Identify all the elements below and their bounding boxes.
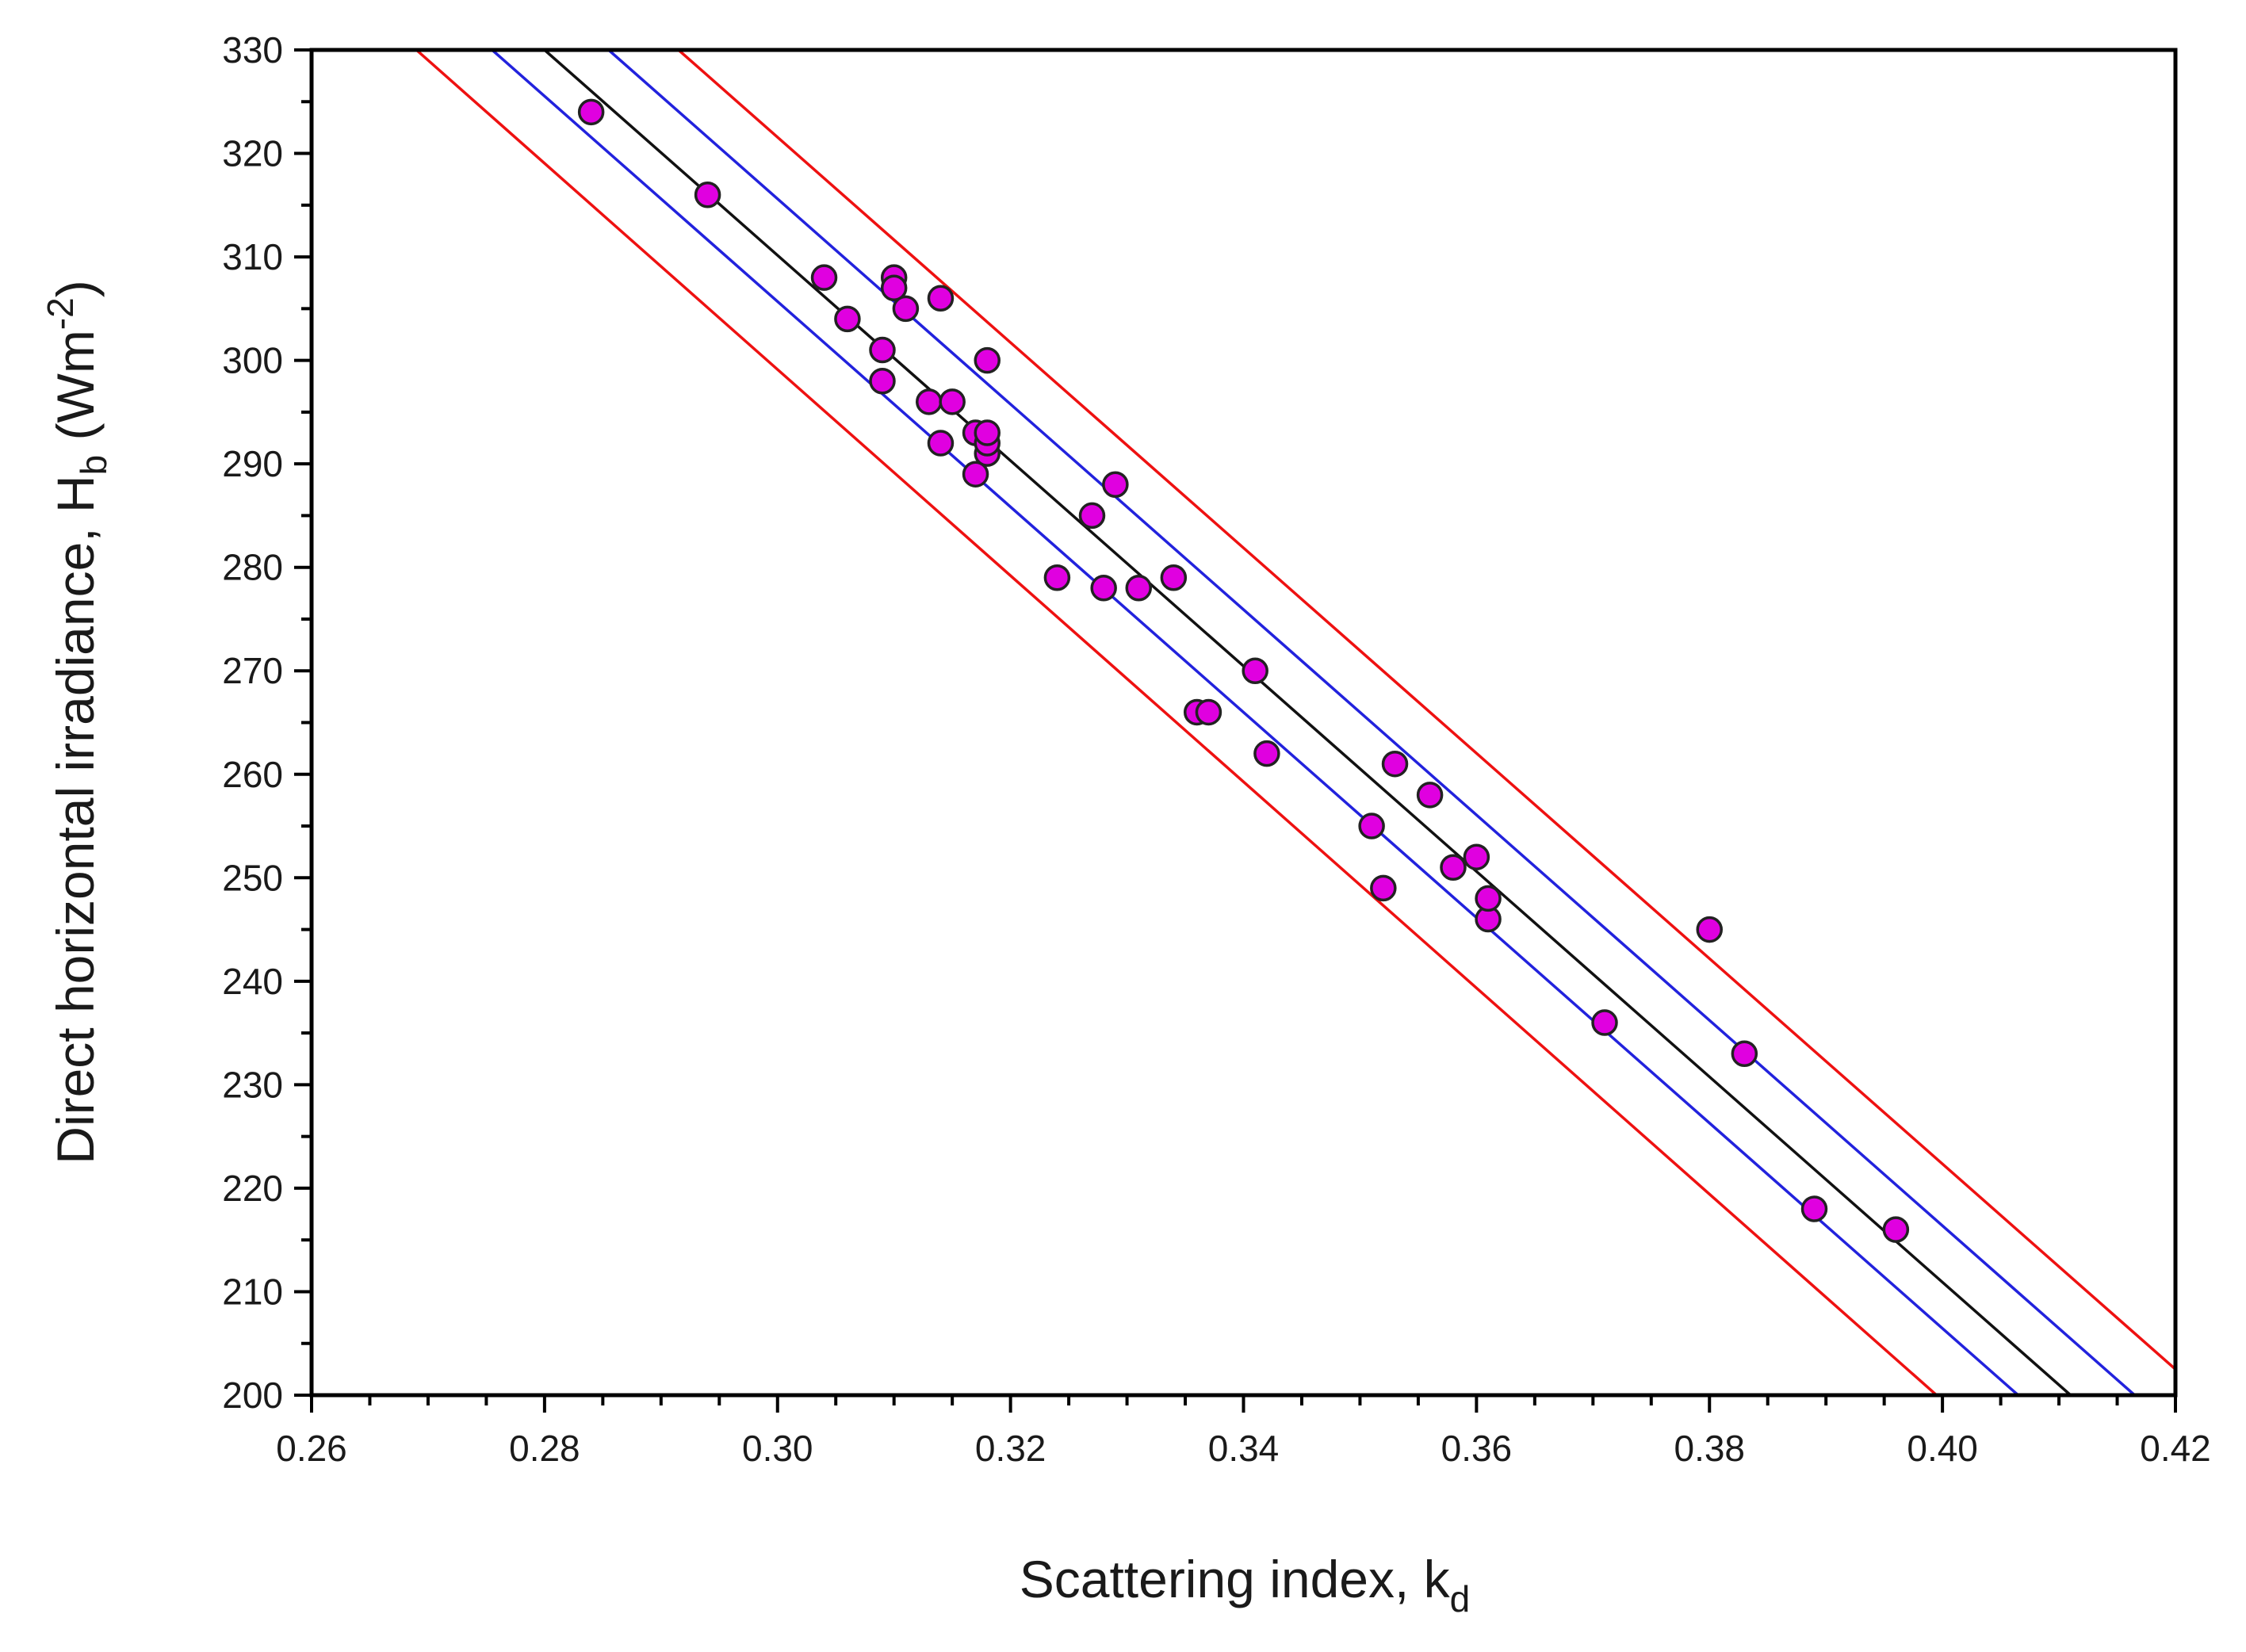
data-point (927, 285, 955, 312)
data-point (974, 346, 1001, 374)
y-tick-label: 250 (222, 857, 283, 898)
data-point (869, 336, 896, 364)
data-point (1731, 1040, 1758, 1067)
data-point (962, 461, 989, 488)
y-tick-label: 310 (222, 236, 283, 277)
x-tick-label: 0.40 (1907, 1428, 1978, 1469)
data-point (892, 295, 920, 323)
data-point (974, 419, 1001, 446)
data-point (1440, 854, 1467, 881)
y-tick-label: 270 (222, 650, 283, 691)
data-point (1242, 657, 1268, 684)
data-point (1043, 564, 1071, 591)
y-tick-label: 280 (222, 547, 283, 588)
y-tick-label: 240 (222, 961, 283, 1002)
data-point (1160, 564, 1188, 591)
confidence-lower-line (491, 50, 2019, 1395)
y-tick-label: 220 (222, 1168, 283, 1209)
data-point (694, 182, 721, 208)
data-point (1253, 740, 1280, 767)
data-point (916, 388, 943, 415)
data-point (939, 388, 966, 415)
data-point (869, 367, 896, 395)
y-axis-ticks: 200 210 220 230 240 250 260 270 280 290 300 310 320 3… (222, 29, 312, 1416)
x-axis-ticks: 0.26 0.28 0.30 0.32 0.34 0.36 0.38 0.40 0.42 (276, 1395, 2211, 1469)
data-point (1195, 698, 1222, 726)
x-tick-label: 0.26 (276, 1428, 347, 1469)
data-point (1370, 874, 1397, 902)
data-point (1416, 782, 1444, 809)
y-tick-label: 210 (222, 1271, 283, 1312)
data-point (1381, 750, 1409, 778)
x-tick-label: 0.38 (1674, 1428, 1745, 1469)
series-lines (415, 50, 2175, 1395)
y-tick-label: 230 (222, 1064, 283, 1105)
prediction-lower-line (415, 50, 1938, 1395)
data-point (1102, 471, 1129, 499)
plot-background (312, 50, 2175, 1395)
data-point (1475, 885, 1502, 912)
y-tick-label: 290 (222, 443, 283, 484)
prediction-upper-line (677, 50, 2175, 1371)
y-tick-label: 200 (222, 1375, 283, 1416)
y-tick-label: 260 (222, 754, 283, 795)
data-point (1090, 575, 1117, 602)
data-point (927, 430, 955, 457)
x-axis-title: Scattering index, kd (1020, 1550, 1471, 1619)
data-point (1125, 575, 1153, 602)
y-tick-label: 330 (222, 29, 283, 71)
data-point (810, 264, 838, 291)
x-tick-label: 0.42 (2140, 1428, 2211, 1469)
data-point (1463, 843, 1490, 870)
data-point (577, 98, 605, 126)
regression-line (543, 50, 2072, 1395)
data-point (1882, 1216, 1910, 1243)
y-axis-title: Direct horizontal irradiance, Hb (Wm-2) (40, 280, 114, 1164)
x-tick-label: 0.36 (1441, 1428, 1513, 1469)
x-tick-label: 0.34 (1208, 1428, 1280, 1469)
confidence-upper-line (607, 50, 2136, 1395)
series-points (577, 98, 1910, 1243)
y-tick-label: 300 (222, 340, 283, 381)
data-point (880, 274, 908, 301)
data-point (834, 305, 861, 333)
data-point (1696, 916, 1723, 943)
y-tick-label: 320 (222, 133, 283, 174)
data-point (1358, 813, 1385, 839)
data-point (1078, 502, 1106, 530)
data-point (1591, 1009, 1618, 1036)
x-tick-label: 0.30 (742, 1428, 813, 1469)
data-point (1800, 1195, 1828, 1222)
x-tick-label: 0.28 (509, 1428, 580, 1469)
x-tick-label: 0.32 (975, 1428, 1046, 1469)
